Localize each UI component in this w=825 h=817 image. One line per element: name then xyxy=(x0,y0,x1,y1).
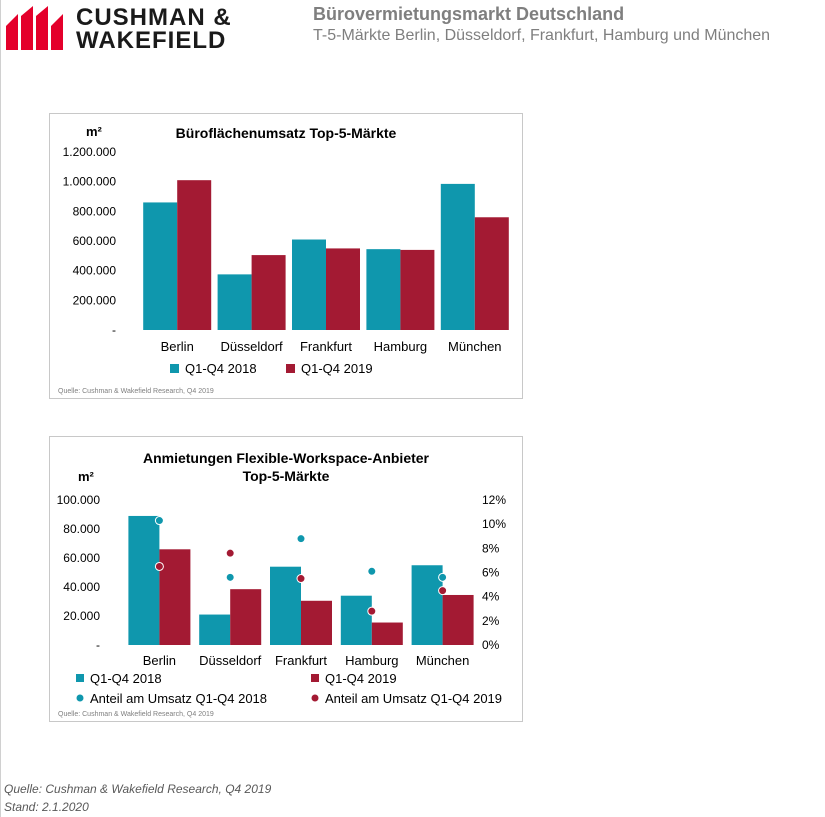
legend-swatch-2019 xyxy=(286,364,295,373)
legend-label-share-2018: Anteil am Umsatz Q1-Q4 2018 xyxy=(90,691,267,706)
share-dot-berlin-2018 xyxy=(154,516,164,526)
y2-tick-label: 4% xyxy=(482,590,500,604)
chart-title: Büroflächenumsatz Top-5-Märkte xyxy=(176,125,397,141)
chart-title-line-2: Top-5-Märkte xyxy=(243,468,330,484)
share-dot-frankfurt-2019 xyxy=(296,574,306,584)
bar-muenchen-q1-q4-2018 xyxy=(440,183,475,330)
y-tick-label: 60.000 xyxy=(63,551,100,565)
y-tick-label: - xyxy=(96,638,100,652)
legend-label-2018: Q1-Q4 2018 xyxy=(185,361,257,376)
bar-berlin-q1-q4-2018 xyxy=(128,515,160,645)
footer-date: Stand: 2.1.2020 xyxy=(4,800,89,814)
share-dot-muenchen-2019 xyxy=(438,586,448,596)
x-tick-label: Hamburg xyxy=(345,653,398,668)
brand-mark-icon xyxy=(6,6,63,50)
y-tick-label: 40.000 xyxy=(63,580,100,594)
bar-duesseldorf-q1-q4-2019 xyxy=(230,589,262,645)
y-tick-label: 1.000.000 xyxy=(63,175,117,189)
y2-tick-label: 6% xyxy=(482,566,500,580)
bar-muenchen-q1-q4-2018 xyxy=(411,565,443,645)
bar-muenchen-q1-q4-2019 xyxy=(474,217,509,330)
chart-flex-workspace: Anmietungen Flexible-Workspace-Anbieter … xyxy=(57,450,507,718)
bar-frankfurt-q1-q4-2019 xyxy=(301,600,332,645)
y2-tick-label: 12% xyxy=(482,493,506,507)
y2-tick-label: 2% xyxy=(482,614,500,628)
x-tick-label: Düsseldorf xyxy=(199,653,262,668)
legend-swatch-2018 xyxy=(170,364,179,373)
x-tick-label: Berlin xyxy=(143,653,176,668)
y-tick-label: 80.000 xyxy=(63,522,100,536)
bar-frankfurt-q1-q4-2018 xyxy=(270,566,301,645)
y-tick-label: 400.000 xyxy=(73,264,117,278)
share-dot-hamburg-2019 xyxy=(367,606,377,616)
chart-source-note: Quelle: Cushman & Wakefield Research, Q4… xyxy=(58,388,214,395)
share-dot-berlin-2019 xyxy=(154,561,164,571)
bar-hamburg-q1-q4-2018 xyxy=(340,595,372,645)
legend-label-share-2019: Anteil am Umsatz Q1-Q4 2019 xyxy=(325,691,502,706)
bar-hamburg-q1-q4-2019 xyxy=(400,249,435,330)
bar-muenchen-q1-q4-2019 xyxy=(442,594,474,645)
x-tick-label: Düsseldorf xyxy=(221,339,284,354)
y-tick-label: - xyxy=(112,323,116,337)
bar-hamburg-q1-q4-2018 xyxy=(366,249,401,330)
bar-berlin-q1-q4-2019 xyxy=(177,180,212,330)
share-dot-duesseldorf-2019 xyxy=(225,548,235,558)
y2-tick-label: 10% xyxy=(482,517,506,531)
legend-dot-share-2019 xyxy=(311,694,319,702)
x-tick-label: Hamburg xyxy=(374,339,427,354)
bar-berlin-q1-q4-2018 xyxy=(143,202,178,330)
page-title: Bürovermietungsmarkt Deutschland xyxy=(313,4,625,24)
legend-label-2019: Q1-Q4 2019 xyxy=(325,671,397,686)
brand-logo: CUSHMAN & WAKEFIELD xyxy=(4,4,234,54)
y-tick-label: 800.000 xyxy=(73,204,117,218)
legend-label-2018: Q1-Q4 2018 xyxy=(90,671,162,686)
bar-berlin-q1-q4-2019 xyxy=(159,549,191,645)
chart-panel-flex-workspace: Anmietungen Flexible-Workspace-Anbieter … xyxy=(49,436,523,722)
x-tick-label: Frankfurt xyxy=(300,339,352,354)
bar-hamburg-q1-q4-2019 xyxy=(371,622,403,645)
legend-label-2019: Q1-Q4 2019 xyxy=(301,361,373,376)
y-tick-label: 100.000 xyxy=(57,493,101,507)
bar-duesseldorf-q1-q4-2019 xyxy=(251,255,286,330)
bar-frankfurt-q1-q4-2019 xyxy=(326,248,360,330)
y2-tick-label: 8% xyxy=(482,541,500,555)
brand-line-2: WAKEFIELD xyxy=(76,27,227,54)
footer-source: Quelle: Cushman & Wakefield Research, Q4… xyxy=(4,782,272,796)
y-tick-label: 20.000 xyxy=(63,609,100,623)
y-tick-label: 1.200.000 xyxy=(63,145,117,159)
legend-swatch-2019 xyxy=(311,674,319,682)
left-border xyxy=(0,0,1,817)
legend-dot-share-2018 xyxy=(76,694,84,702)
x-tick-label: München xyxy=(448,339,501,354)
share-dot-duesseldorf-2018 xyxy=(225,572,235,582)
chart-panel-office-take-up: m² Büroflächenumsatz Top-5-Märkte - 200.0… xyxy=(49,113,523,399)
legend-swatch-2018 xyxy=(76,674,84,682)
y2-tick-label: 0% xyxy=(482,638,500,652)
share-dot-frankfurt-2018 xyxy=(296,534,306,544)
x-tick-label: München xyxy=(416,653,469,668)
bar-frankfurt-q1-q4-2018 xyxy=(292,239,326,330)
bar-duesseldorf-q1-q4-2018 xyxy=(217,274,252,330)
y-tick-label: 600.000 xyxy=(73,234,117,248)
y-unit-label: m² xyxy=(78,469,95,484)
share-dot-muenchen-2018 xyxy=(438,572,448,582)
y-unit-label: m² xyxy=(86,124,103,139)
share-dot-hamburg-2018 xyxy=(367,566,377,576)
page-subtitle: T-5-Märkte Berlin, Düsseldorf, Frankfurt… xyxy=(313,27,771,44)
x-tick-label: Berlin xyxy=(161,339,194,354)
x-tick-label: Frankfurt xyxy=(275,653,327,668)
chart-title-line-1: Anmietungen Flexible-Workspace-Anbieter xyxy=(143,450,430,466)
brand-line-1: CUSHMAN & xyxy=(76,4,232,31)
chart-source-note: Quelle: Cushman & Wakefield Research, Q4… xyxy=(58,711,214,718)
chart-office-take-up: m² Büroflächenumsatz Top-5-Märkte - 200.0… xyxy=(58,124,509,395)
bar-duesseldorf-q1-q4-2018 xyxy=(199,614,231,645)
y-tick-label: 200.000 xyxy=(73,293,117,307)
